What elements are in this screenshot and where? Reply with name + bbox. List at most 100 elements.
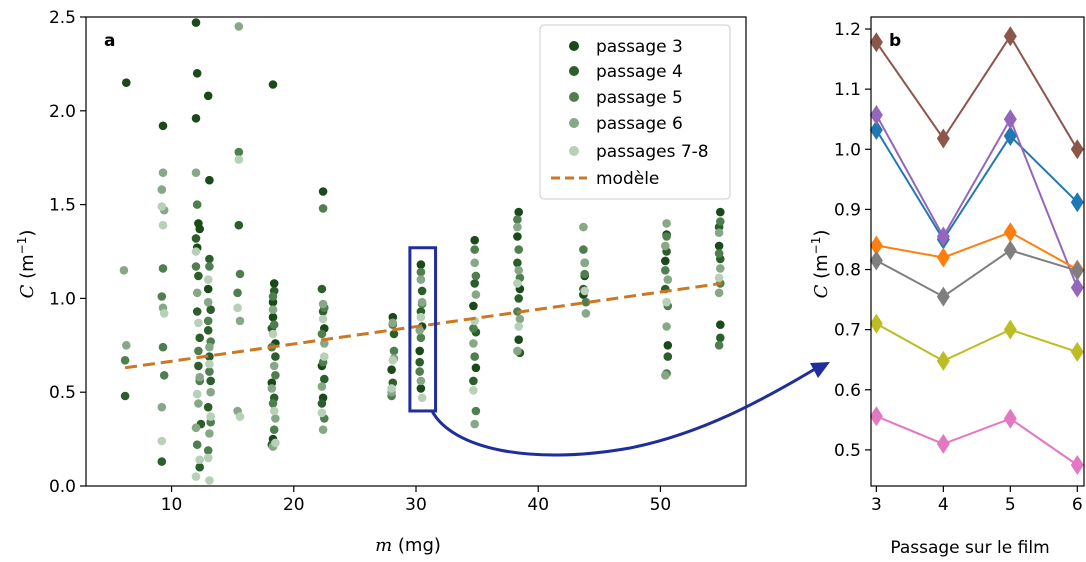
scatter-point-s2-10 [205,262,214,271]
series-line-3 [876,231,1078,271]
panel-b-frame [870,16,1085,487]
scatter-point-s1-8 [195,462,204,472]
scatter-point-s3-36 [471,290,481,299]
scatter-point-s4-21 [320,352,329,361]
panel-b-y-ticks: 0.5 0.6 0.7 0.8 0.9 1.0 1.1 1.2 [834,20,871,461]
panel-a-y-ticks: 0.0 0.5 1.0 1.5 2.0 2.5 [49,8,86,497]
scatter-point-s2-49 [662,232,671,241]
scatter-point-s1-11 [203,326,213,335]
b-y-tick-label: 0.6 [834,381,861,401]
scatter-point-s4-20 [318,314,328,324]
scatter-point-s2-40 [470,352,480,361]
scatter-point-s3-27 [318,425,328,435]
scatter-point-s0-0 [122,78,131,87]
scatter-point-s4-33 [714,273,724,283]
scatter-point-s2-11 [203,316,213,326]
b-y-tick-label: 0.8 [834,261,861,281]
scatter-point-s4-17 [268,329,278,339]
diamond-marker-s6-1 [936,433,950,454]
scatter-point-s3-13 [205,342,214,352]
scatter-point-s1-23 [320,374,329,384]
b-x-tick-label: 5 [1005,495,1016,515]
scatter-point-s0-18 [318,187,328,196]
scatter-point-s2-2 [157,292,167,301]
b-y-tick-label: 0.5 [834,441,861,461]
b-x-tick-label: 4 [938,495,949,515]
y-axis-unit: (m [17,254,38,279]
scatter-point-s0-7 [195,224,204,234]
diamond-marker-s2-1 [936,226,950,247]
scatter-point-s3-43 [579,222,588,232]
scatter-point-s0-41 [714,241,724,251]
scatter-point-s0-28 [470,235,480,245]
scatter-point-s0-39 [663,341,673,350]
b-y-axis-var: C [811,284,832,298]
b-x-tick-label: 3 [871,495,882,515]
panel-b-y-axis-label: C (m−1) [809,230,832,299]
legend-label-model: modèle [596,169,659,189]
diamond-marker-s0-1 [936,128,950,149]
scatter-point-s0-10 [203,284,213,294]
scatter-point-s0-12 [269,279,279,288]
x-tick-label: 10 [161,495,183,515]
legend-marker-passage-6 [569,118,579,128]
scatter-point-s3-3 [157,185,167,194]
scatter-point-s3-14 [206,387,215,397]
diamond-marker-s2-0 [869,105,883,126]
scatter-point-s4-23 [388,356,398,365]
scatter-point-s0-4 [191,114,201,123]
panel-b-lines [875,34,1079,466]
scatter-point-s3-41 [515,314,525,324]
scatter-point-s0-24 [416,260,426,269]
b-y-axis-close: ) [811,230,832,237]
scatter-point-s3-52 [716,264,725,273]
scatter-point-s3-51 [714,228,724,237]
scatter-point-s2-36 [415,367,425,376]
scatter-point-s1-12 [205,352,214,361]
scatter-point-s3-22 [271,414,280,423]
scatter-point-s0-31 [514,207,523,217]
scatter-point-s3-12 [203,297,213,307]
scatter-point-s1-1 [157,457,167,466]
panel-a-label: a [104,31,115,51]
diamond-marker-s4-0 [869,250,883,271]
scatter-point-s4-6 [192,389,202,399]
scatter-point-s2-39 [469,324,478,333]
scatter-point-s0-1 [158,121,168,131]
x-tick-label: 40 [527,495,549,515]
scatter-point-s3-35 [470,258,480,268]
diamond-marker-s0-2 [1003,26,1017,47]
panel-a-y-axis-label: C (m−1) [15,230,38,299]
series-line-2 [875,114,1079,288]
scatter-point-s1-29 [415,357,425,367]
scatter-point-s4-2 [159,309,169,318]
series-line-4 [875,249,1078,298]
scatter-point-s2-15 [203,446,213,455]
legend-box [539,24,731,200]
scatter-point-s2-5 [192,200,202,209]
scatter-point-s4-28 [469,386,478,395]
diamond-marker-s1-0 [869,120,883,141]
scatter-point-s1-10 [206,305,215,315]
legend-label-passage-3: passage 3 [596,37,683,57]
legend-label-passage-4: passage 4 [596,62,683,82]
connector-arrow [430,364,821,457]
scatter-point-s3-2 [158,168,168,177]
scatter-point-s1-34 [514,294,523,303]
diamond-marker-s2-2 [1003,109,1017,130]
y-tick-label: 1.0 [49,289,76,309]
scatter-point-s2-6 [191,262,201,271]
y-tick-label: 2.5 [49,8,76,28]
connector-arrowhead [810,362,830,378]
scatter-point-s0-9 [205,175,214,185]
b-y-tick-label: 1.0 [834,140,861,160]
diamond-marker-s6-0 [869,406,883,427]
scatter-point-s2-23 [268,399,278,408]
y-axis-close: ) [17,230,38,237]
scatter-point-s4-12 [203,453,213,463]
diamond-marker-s3-2 [1003,222,1017,243]
scatter-point-s3-39 [513,222,522,232]
scatter-point-s2-46 [579,245,588,254]
panel-a-scatter-chart: 10 20 30 40 50 0.0 0.5 1.0 1.5 2.0 2.5 a m (mg) C… [15,8,747,556]
